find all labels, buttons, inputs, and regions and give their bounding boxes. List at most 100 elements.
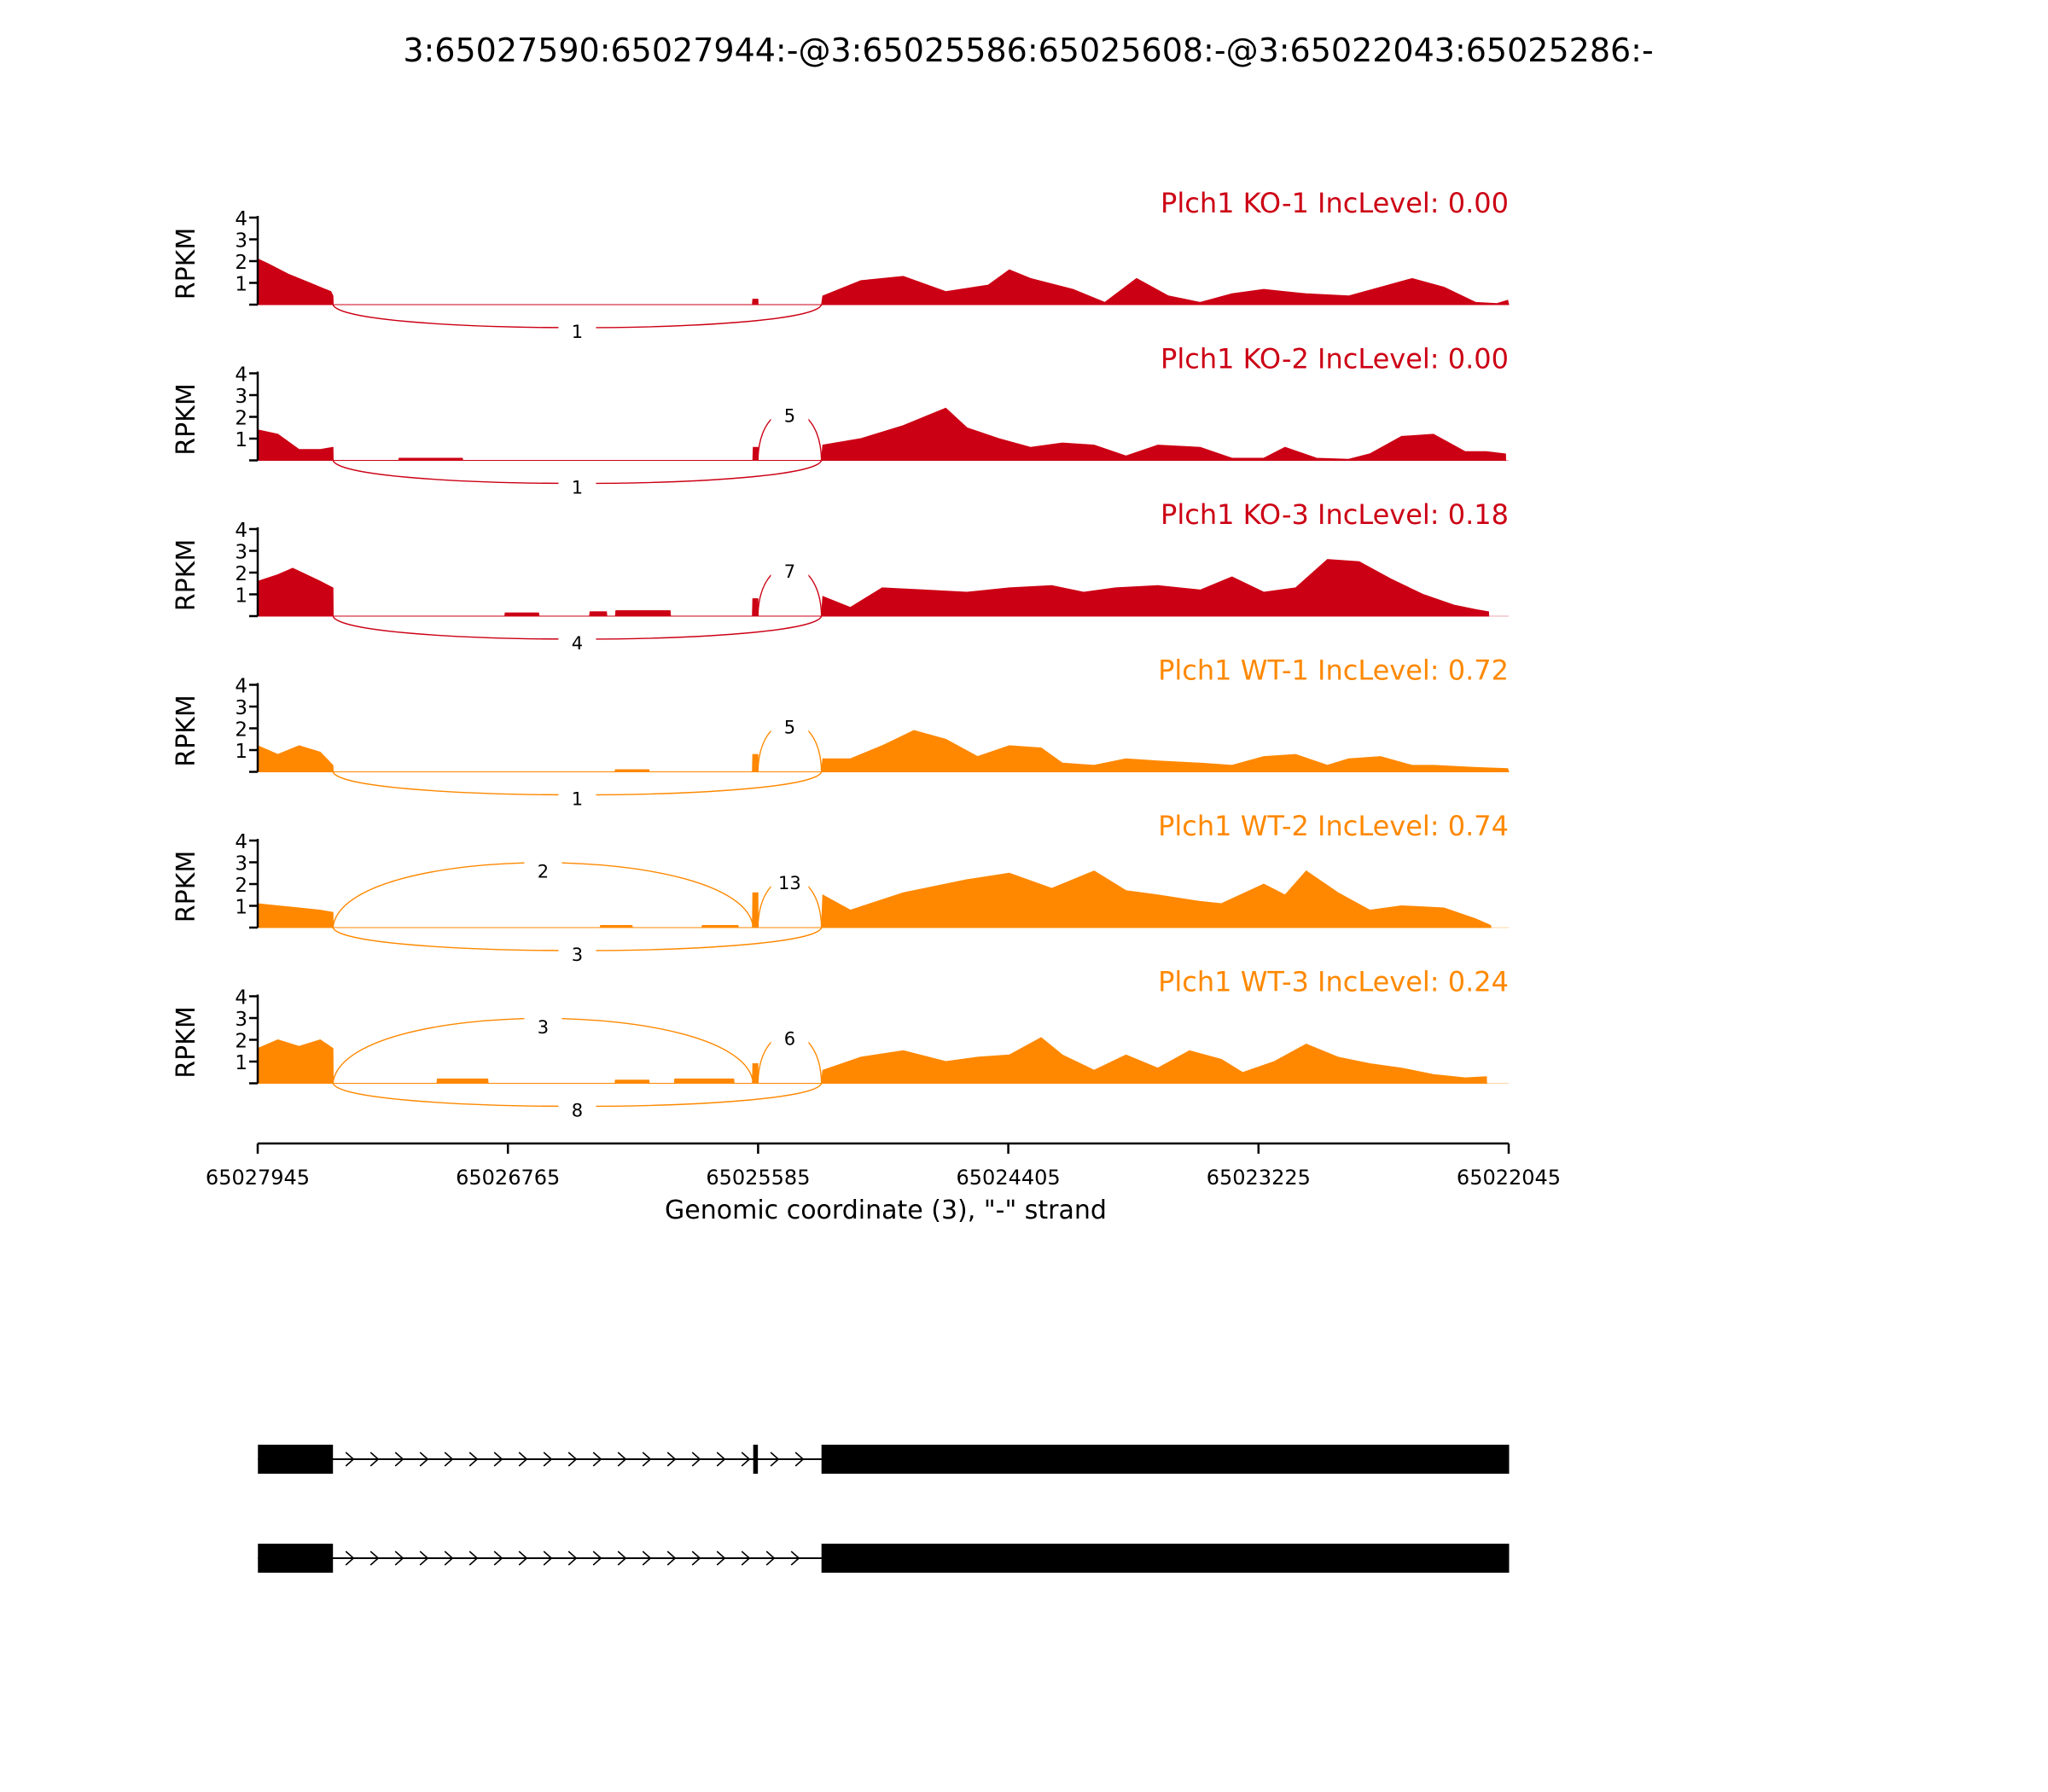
sample-label: Plch1 KO-2 IncLevel: 0.00 xyxy=(1161,343,1509,375)
y-tick-label: 1 xyxy=(235,1052,247,1074)
junction-count-bg xyxy=(558,321,596,343)
junction-count-bg xyxy=(771,872,809,894)
y-tick-label: 2 xyxy=(235,719,247,742)
sample-label: Plch1 WT-3 IncLevel: 0.24 xyxy=(1158,966,1509,998)
y-tick-label: 2 xyxy=(235,875,247,897)
strand-arrow xyxy=(518,1551,528,1566)
y-tick-label: 1 xyxy=(235,741,247,763)
sample-label: Plch1 KO-3 IncLevel: 0.18 xyxy=(1161,498,1509,531)
y-tick-label: 4 xyxy=(235,208,247,230)
strand-arrow xyxy=(394,1551,404,1566)
y-tick-label: 2 xyxy=(235,252,247,274)
strand-arrow xyxy=(666,1452,677,1467)
junction-count: 8 xyxy=(572,1101,583,1121)
y-tick-label: 3 xyxy=(235,1009,247,1031)
junction-count: 1 xyxy=(572,789,583,810)
strand-arrow xyxy=(419,1551,429,1566)
x-axis: Genomic coordinate (3), "-" strand 65027… xyxy=(206,1142,1561,1225)
y-tick-label: 3 xyxy=(235,697,247,719)
junction-count-bg xyxy=(524,1016,562,1039)
strand-arrow xyxy=(794,1452,805,1467)
y-tick-label: 4 xyxy=(235,831,247,853)
junction-count: 3 xyxy=(538,1017,549,1038)
junction-count-bg xyxy=(558,476,596,499)
strand-arrow xyxy=(691,1551,701,1566)
y-axis-label: RPKM xyxy=(172,1006,201,1079)
strand-arrow xyxy=(518,1452,528,1467)
y-axis-label: RPKM xyxy=(172,228,201,300)
strand-arrow xyxy=(493,1551,503,1566)
sample-label: Plch1 WT-1 IncLevel: 0.72 xyxy=(1158,655,1509,687)
junction-count: 5 xyxy=(784,406,795,427)
exon-upstream xyxy=(258,1544,334,1573)
y-tick-label: 4 xyxy=(235,676,247,698)
exon-skipped xyxy=(753,1445,759,1474)
x-tick-label: 65027945 xyxy=(206,1166,310,1190)
junction-count-bg xyxy=(771,716,809,739)
strand-arrow xyxy=(716,1551,726,1566)
junction-count-bg xyxy=(524,860,562,883)
y-tick-label: 3 xyxy=(235,230,247,253)
y-tick-label: 1 xyxy=(235,897,247,919)
strand-arrow xyxy=(345,1551,355,1566)
strand-arrow xyxy=(419,1452,429,1467)
strand-arrow xyxy=(543,1452,553,1467)
y-tick-label: 1 xyxy=(235,274,247,296)
strand-arrow xyxy=(666,1551,677,1566)
chart-title: 3:65027590:65027944:-@3:65025586:6502560… xyxy=(403,32,1653,69)
strand-arrow xyxy=(345,1452,355,1467)
gene-model xyxy=(258,1445,1510,1573)
strand-arrow xyxy=(543,1551,553,1566)
y-tick-label: 3 xyxy=(235,386,247,408)
strand-arrow xyxy=(369,1551,380,1566)
sample-label: Plch1 WT-2 IncLevel: 0.74 xyxy=(1158,810,1509,842)
y-tick-label: 4 xyxy=(235,520,247,542)
x-tick-label: 65024405 xyxy=(957,1166,1061,1190)
coverage-area xyxy=(257,258,1510,305)
y-tick-label: 4 xyxy=(235,987,247,1009)
strand-arrow xyxy=(790,1551,800,1566)
strand-arrow xyxy=(369,1452,380,1467)
y-axis-label: RPKM xyxy=(172,539,201,612)
y-axis-label: RPKM xyxy=(172,851,201,923)
transcript-inclusion xyxy=(258,1445,1510,1474)
exon-downstream xyxy=(821,1544,1510,1573)
exon-upstream xyxy=(258,1445,334,1474)
exon-downstream xyxy=(821,1445,1510,1474)
y-tick-label: 1 xyxy=(235,585,247,608)
junction-count: 13 xyxy=(778,873,801,893)
junction-count-bg xyxy=(558,944,596,966)
strand-arrow xyxy=(716,1452,726,1467)
strand-arrow xyxy=(765,1551,776,1566)
transcript-exclusion xyxy=(258,1544,1510,1573)
strand-arrow xyxy=(592,1452,602,1467)
y-tick-label: 2 xyxy=(235,1031,247,1053)
strand-arrow xyxy=(741,1452,751,1467)
x-tick-label: 65023225 xyxy=(1207,1166,1311,1190)
y-axis-label: RPKM xyxy=(172,383,201,456)
strand-arrow xyxy=(567,1551,578,1566)
coverage-area xyxy=(257,870,1492,928)
y-tick-label: 2 xyxy=(235,563,247,585)
y-axis-label: RPKM xyxy=(172,695,201,767)
junction-count-bg xyxy=(558,788,596,811)
y-tick-label: 3 xyxy=(235,853,247,876)
strand-arrow xyxy=(493,1452,503,1467)
y-tick-label: 4 xyxy=(235,364,247,387)
junction-count-bg xyxy=(771,561,809,583)
strand-arrow xyxy=(617,1551,627,1566)
strand-arrow xyxy=(468,1551,479,1566)
junction-count: 4 xyxy=(572,633,583,654)
junction-count: 1 xyxy=(572,322,583,342)
y-tick-label: 3 xyxy=(235,542,247,564)
sample-label: Plch1 KO-1 IncLevel: 0.00 xyxy=(1161,187,1509,219)
strand-arrow xyxy=(642,1452,652,1467)
